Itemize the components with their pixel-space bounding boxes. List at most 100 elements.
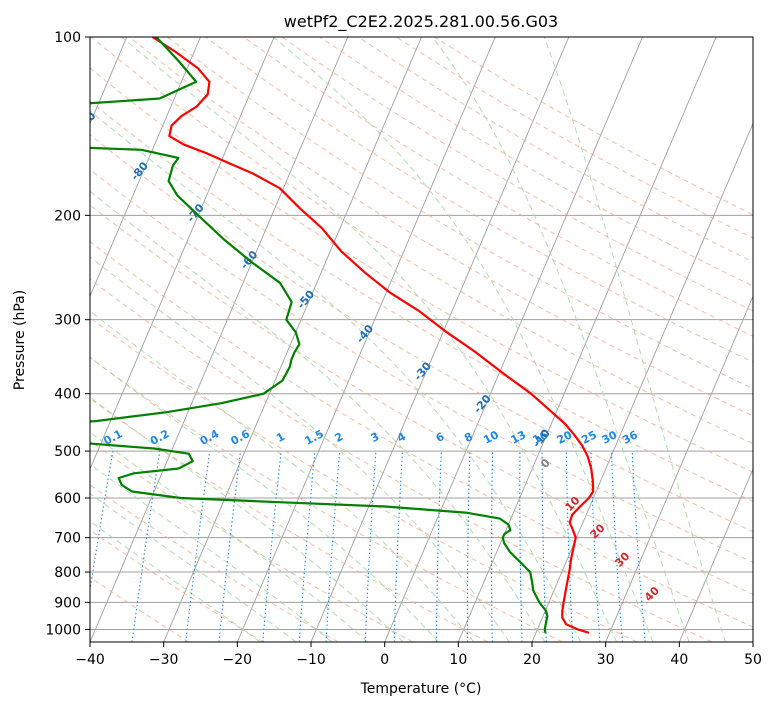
mixing-ratio-line (218, 451, 242, 642)
dry-adiabat-label: -50 (295, 288, 318, 312)
mixing-ratio-label: 20 (555, 428, 575, 447)
dry-adiabat-line (90, 576, 190, 642)
isotherm-line (531, 122, 753, 642)
mixing-ratio-label: 0.2 (148, 427, 171, 448)
profile-lines (90, 37, 595, 634)
moist-adiabat-line (431, 37, 690, 642)
moist-adiabat-label: 40 (642, 584, 662, 604)
dry-adiabat-line (90, 356, 563, 642)
dry-adiabat-line (90, 241, 753, 628)
mixing-ratio-line (610, 451, 623, 642)
mixing-ratio-label: 36 (620, 428, 640, 447)
dry-adiabat-line (90, 529, 264, 642)
x-tick-label: −40 (75, 652, 105, 668)
chart-title: wetPf2_C2E2.2025.281.00.56.G03 (284, 12, 558, 32)
mixing-ratio-label: 4 (395, 430, 408, 445)
mixing-ratio-line (364, 451, 377, 642)
moist-adiabat-line (90, 310, 475, 642)
x-tick-label: 10 (449, 652, 467, 668)
dry-adiabat-line (90, 440, 414, 642)
mixing-ratio-label: 16 (531, 428, 551, 447)
mixing-ratio-line (90, 451, 114, 594)
dry-adiabat-line (90, 67, 753, 473)
isotherm-line (236, 37, 496, 642)
y-tick-label: 800 (54, 565, 81, 581)
mixing-ratio-label: 6 (434, 430, 447, 445)
x-tick-label: 20 (523, 652, 541, 668)
y-tick-label: 600 (54, 491, 81, 507)
isotherm-line (457, 37, 717, 642)
dry-adiabat-line (90, 484, 339, 642)
moist-adiabat-line (90, 493, 297, 642)
isotherm-line (163, 37, 422, 642)
moist-adiabat-line (90, 190, 546, 642)
mixing-ratio-line (131, 451, 161, 642)
dry-adiabat-line (90, 134, 753, 533)
dry-adiabat-line (90, 204, 753, 595)
dry-adiabat-line (90, 317, 638, 642)
isotherm-line (678, 467, 753, 642)
moist-adiabat-line (90, 431, 369, 642)
moist-adiabat-line (90, 520, 261, 642)
mixing-ratio-line (466, 451, 471, 642)
mixing-ratio-label: 25 (579, 428, 599, 447)
dry-adiabat-line (434, 37, 753, 216)
x-tick-label: −30 (149, 652, 179, 668)
isotherm-line (90, 37, 275, 471)
x-tick-label: 50 (744, 652, 762, 668)
x-tick-label: 30 (597, 652, 615, 668)
mixing-ratio-label: 13 (509, 428, 529, 447)
line-labels: 0.1 0.2 0.4 0.6 1 1.5 2 3 4 6 8 10 13 16 20 25 30 36-100-… (26, 44, 662, 604)
dry-adiabat-line (90, 397, 488, 642)
x-axis-label: Temperature (°C) (360, 681, 482, 697)
isotherm-line (384, 37, 643, 642)
isotherm-line (90, 37, 201, 298)
mixing-ratio-line (631, 451, 646, 642)
dry-adiabat-line (90, 37, 753, 445)
moist-adiabat-label: 30 (612, 549, 632, 569)
mixing-ratio-label: 1.5 (303, 427, 326, 448)
dry-adiabat-label: -40 (354, 322, 377, 346)
dry-adiabat-label: -90 (76, 109, 99, 133)
dry-adiabat-label: -10 (530, 426, 553, 450)
dewpoint-line (90, 37, 549, 634)
moist-adiabat-label: 20 (588, 521, 608, 541)
dry-adiabat-label: -100 (26, 44, 54, 74)
moist-adiabat-line (90, 463, 333, 642)
y-tick-label: 900 (54, 595, 81, 611)
background-lines (90, 37, 753, 642)
y-tick-label: 500 (54, 444, 81, 460)
y-axis-ticks: 1000 900 800 700 600 500 400 300 200 100 (45, 30, 90, 638)
x-tick-label: −10 (296, 652, 326, 668)
x-axis-ticks: −40 −30 −20 −10 0 10 20 30 40 50 (75, 642, 762, 668)
mixing-ratio-label: 2 (333, 430, 346, 445)
mixing-ratio-line (519, 451, 523, 642)
y-tick-label: 400 (54, 387, 81, 403)
mixing-ratio-line (262, 451, 282, 642)
moist-adiabat-line (121, 37, 618, 642)
dry-adiabat-label: -20 (471, 392, 494, 416)
moist-adiabat-line (90, 396, 404, 642)
dry-adiabat-line (205, 37, 753, 363)
mixing-ratio-line (565, 451, 574, 642)
y-tick-label: 700 (54, 531, 81, 547)
isotherm-line (90, 37, 349, 642)
mixing-ratio-label: 10 (481, 428, 501, 447)
mixing-ratio-line (490, 451, 494, 642)
moist-adiabat-line (543, 37, 727, 642)
mixing-ratio-label: 3 (369, 430, 382, 445)
y-axis-label: Pressure (hPa) (12, 290, 28, 390)
mixing-ratio-label: 0.4 (198, 427, 222, 448)
mixing-ratio-line (298, 451, 316, 642)
isotherm-line (752, 640, 753, 642)
dry-adiabat-label: -30 (411, 359, 434, 383)
y-tick-label: 300 (54, 313, 81, 329)
moist-adiabat-line (273, 37, 654, 642)
dry-adiabat-line (90, 168, 753, 564)
x-tick-label: 0 (380, 652, 389, 668)
y-tick-label: 100 (54, 30, 81, 46)
dry-adiabat-line (129, 37, 753, 417)
x-tick-label: 40 (670, 652, 688, 668)
mixing-ratio-label: 30 (600, 428, 620, 447)
